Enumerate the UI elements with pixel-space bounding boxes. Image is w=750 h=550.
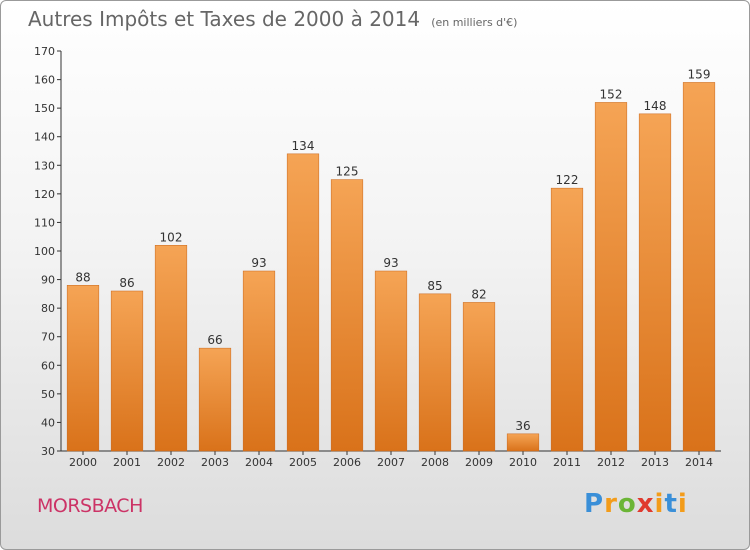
y-tick-labels: 30 40 50 60 70 80 90 100 110 120 130 140 150 160 170 (34, 45, 55, 458)
bar (506, 433, 540, 452)
x-tick-label: 2014 (685, 456, 713, 469)
x-tick-label: 2000 (69, 456, 97, 469)
x-tick-label: 2007 (377, 456, 405, 469)
value-label: 82 (471, 287, 486, 301)
x-tick-label: 2005 (289, 456, 317, 469)
bar (66, 285, 100, 452)
logo-letter: i (677, 489, 688, 519)
logo-letter: t (664, 489, 678, 519)
commune-name: MORSBACH (37, 495, 143, 517)
logo-letter: i (654, 489, 665, 519)
bar (154, 245, 188, 452)
bar (682, 82, 716, 452)
bar (198, 347, 232, 452)
bar (418, 293, 452, 452)
logo-letter: o (617, 489, 637, 519)
x-tick-label: 2008 (421, 456, 449, 469)
y-tick-label: 70 (41, 331, 55, 344)
x-tick-labels: 2000 2001 2002 2003 2004 2005 2006 2007 2008 2009… (69, 456, 713, 469)
value-label: 88 (75, 270, 90, 284)
x-tick-label: 2001 (113, 456, 141, 469)
x-tick-label: 2009 (465, 456, 493, 469)
x-tick-label: 2012 (597, 456, 625, 469)
logo-letter: x (636, 489, 655, 519)
value-label: 159 (688, 67, 711, 81)
x-tick-label: 2004 (245, 456, 273, 469)
value-label: 102 (160, 230, 183, 244)
y-tick-label: 60 (41, 359, 55, 372)
value-labels: 88 86 102 66 93 134 125 93 85 82 36 122 152 148 159 (75, 67, 710, 432)
bar (374, 270, 408, 452)
x-tick-label: 2011 (553, 456, 581, 469)
bar (110, 290, 144, 452)
bar (286, 153, 320, 452)
y-tick-label: 150 (34, 102, 55, 115)
value-label: 125 (336, 165, 359, 179)
y-tick-label: 90 (41, 274, 55, 287)
y-tick-label: 100 (34, 245, 55, 258)
y-tick-label: 170 (34, 45, 55, 58)
y-tick-label: 120 (34, 188, 55, 201)
value-label: 93 (251, 256, 266, 270)
y-tick-label: 80 (41, 302, 55, 315)
x-tick-label: 2003 (201, 456, 229, 469)
bar (462, 302, 496, 452)
bars (66, 82, 716, 452)
bar (638, 113, 672, 452)
y-tick-label: 30 (41, 445, 55, 458)
x-tick-label: 2013 (641, 456, 669, 469)
value-label: 134 (292, 139, 315, 153)
value-label: 122 (556, 173, 579, 187)
proxiti-logo: Proxiti (584, 489, 688, 519)
value-label: 86 (119, 276, 134, 290)
x-tick-label: 2006 (333, 456, 361, 469)
value-label: 93 (383, 256, 398, 270)
value-label: 152 (600, 87, 623, 101)
title-text: Autres Impôts et Taxes de 2000 à 2014 (28, 7, 421, 31)
bar (550, 187, 584, 452)
bar (242, 270, 276, 452)
bar (594, 102, 628, 452)
chart-title: Autres Impôts et Taxes de 2000 à 2014 (e… (28, 7, 517, 31)
x-tick-label: 2010 (509, 456, 537, 469)
y-tick-label: 40 (41, 416, 55, 429)
y-tick-label: 130 (34, 159, 55, 172)
value-label: 36 (515, 419, 530, 433)
y-tick-label: 160 (34, 74, 55, 87)
y-tick-label: 50 (41, 388, 55, 401)
value-label: 148 (644, 99, 667, 113)
value-label: 66 (207, 333, 222, 347)
logo-letter: r (604, 489, 618, 519)
logo-letter: P (584, 489, 605, 519)
title-unit: (en milliers d'€) (431, 16, 518, 29)
x-tick-label: 2002 (157, 456, 185, 469)
value-label: 85 (427, 279, 442, 293)
y-tick-label: 140 (34, 131, 55, 144)
y-tick-label: 110 (34, 216, 55, 229)
bar (330, 179, 364, 452)
